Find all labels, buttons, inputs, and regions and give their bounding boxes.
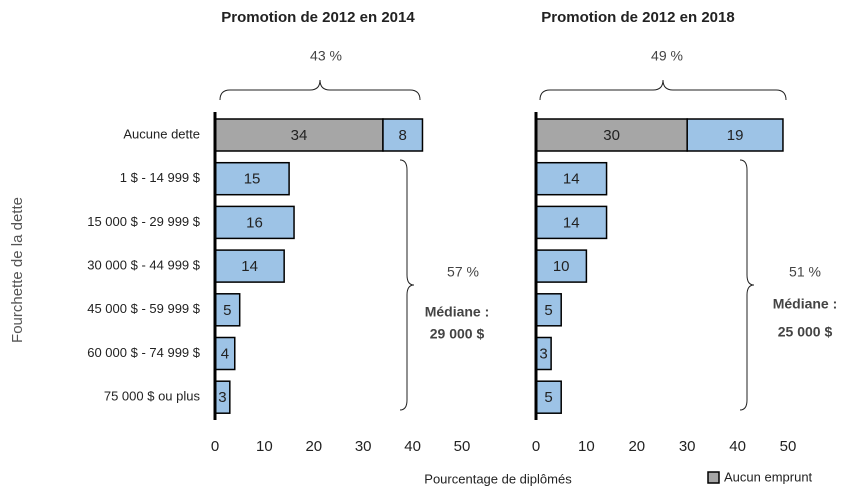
annotation: 25 000 $ [778,324,833,340]
data-label: 4 [221,345,229,362]
data-label: 8 [399,127,407,144]
data-label: 16 [246,214,263,231]
brace [399,159,415,411]
y-tick-label: 60 000 $ - 74 999 $ [87,345,201,360]
annotation: 51 % [789,264,821,280]
bar [214,249,285,283]
chart-title: Promotion de 2012 en 2018 [541,9,734,26]
brace [739,159,755,411]
data-label: 3 [539,345,547,362]
bar [686,118,784,152]
data-label: 10 [553,258,570,275]
x-tick-label: 0 [532,438,540,455]
data-label: 14 [241,258,258,275]
x-tick-label: 50 [780,438,797,455]
x-tick-label: 0 [211,438,219,455]
annotation: Médiane : [773,296,838,312]
data-label: 5 [544,389,552,406]
x-tick-label: 20 [305,438,322,455]
data-label: 30 [603,127,620,144]
bar [535,380,562,414]
data-label: 5 [544,302,552,319]
data-label: 14 [563,171,580,188]
y-tick-label: 1 $ - 14 999 $ [120,170,201,185]
annotation: 57 % [447,264,479,280]
x-tick-label: 30 [355,438,372,455]
x-tick-label: 10 [256,438,273,455]
data-label: 19 [727,127,744,144]
brace [219,79,421,101]
x-tick-label: 20 [628,438,645,455]
brace [539,79,787,101]
annotation: 29 000 $ [430,326,485,342]
x-tick-label: 50 [454,438,471,455]
bar [214,161,290,196]
y-tick-label: 15 000 $ - 29 999 $ [87,214,201,229]
bar [382,118,424,152]
annotation: 49 % [651,48,683,64]
x-tick-label: 10 [578,438,595,455]
y-tick-label: 75 000 $ ou plus [104,389,201,404]
x-tick-label: 40 [729,438,746,455]
data-label: 14 [563,214,580,231]
bar [535,205,608,240]
bar [535,293,562,327]
y-tick-label: 45 000 $ - 59 999 $ [87,301,201,316]
annotation: Médiane : [425,304,490,320]
bar [214,205,295,240]
data-label: 5 [223,302,231,319]
x-tick-label: 30 [679,438,696,455]
x-axis-label: Pourcentage de diplômés [424,471,572,486]
legend-swatch [707,471,720,484]
data-label: 3 [218,389,226,406]
annotation: 43 % [310,48,342,64]
data-label: 15 [244,171,261,188]
y-tick-label: Aucune dette [123,126,200,141]
data-label: 34 [291,127,308,144]
y-axis-label: Fourchette de la dette [9,197,26,343]
x-tick-label: 40 [404,438,421,455]
chart-title: Promotion de 2012 en 2014 [221,9,415,26]
y-tick-label: 30 000 $ - 44 999 $ [87,258,201,273]
legend-label: Aucun emprunt [724,469,813,484]
